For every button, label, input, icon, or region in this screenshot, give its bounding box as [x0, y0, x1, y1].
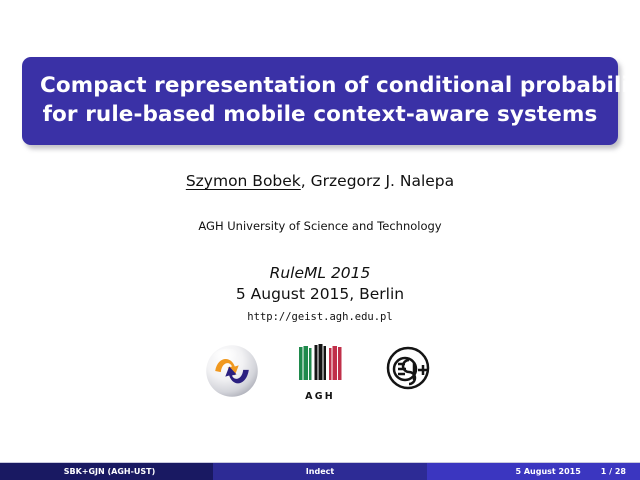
- title-line-2: for rule-based mobile context-aware syst…: [42, 102, 598, 128]
- author-line: Szymon Bobek, Grzegorz J. Nalepa: [0, 172, 640, 190]
- title-box-wrapper: Compact representation of conditional pr…: [22, 57, 640, 146]
- venue-date-location: 5 August 2015, Berlin: [235, 284, 405, 303]
- institute-line: AGH University of Science and Technology: [198, 219, 442, 233]
- footer-author-segment: SBK+GJN (AGH-UST): [0, 463, 213, 480]
- venue-name: RuleML 2015: [269, 264, 371, 282]
- logo-cell-eaisic: [375, 343, 441, 405]
- footer-title-segment: Indect: [213, 463, 427, 480]
- logo-row: AGH: [0, 343, 640, 405]
- agh-logo: [295, 343, 345, 389]
- author-secondary: , Grzegorz J. Nalepa: [300, 172, 455, 190]
- footer-bar: SBK+GJN (AGH-UST) Indect 5 August 2015 1…: [0, 463, 640, 480]
- logo-cell-agh: AGH: [287, 343, 353, 405]
- venue-block: RuleML 2015 5 August 2015, Berlin http:/…: [0, 263, 640, 324]
- author-primary: Szymon Bobek: [185, 172, 301, 190]
- footer-page-number: 1 / 28: [600, 467, 626, 476]
- footer-divider: [0, 462, 640, 463]
- footer-meta-segment: 5 August 2015 1 / 28: [427, 463, 640, 480]
- agh-logo-caption: AGH: [305, 391, 335, 402]
- geist-sphere-logo: [204, 343, 260, 403]
- eaisic-circle-logo: [383, 343, 433, 397]
- footer-date: 5 August 2015: [515, 467, 581, 476]
- title-box: Compact representation of conditional pr…: [22, 57, 640, 146]
- venue-url[interactable]: http://geist.agh.edu.pl: [247, 310, 393, 323]
- title-line-1: Compact representation of conditional pr…: [40, 73, 640, 98]
- logo-cell-geist: [199, 343, 265, 405]
